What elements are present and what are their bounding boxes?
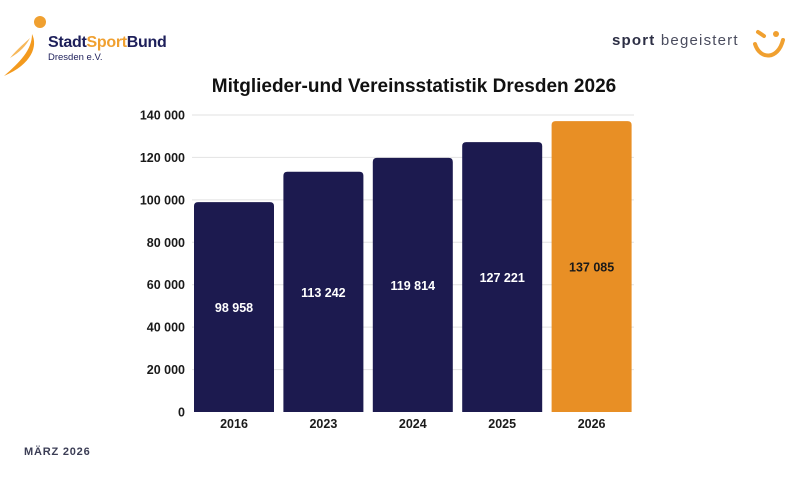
y-tick-label: 0: [178, 406, 185, 420]
x-tick-label: 2026: [578, 417, 606, 431]
bar: [372, 157, 453, 412]
x-tick-label: 2025: [488, 417, 516, 431]
bar: [551, 121, 632, 413]
brand-subline: Dresden e.V.: [48, 52, 103, 63]
bar: [194, 202, 274, 412]
x-tick-label: 2023: [309, 417, 337, 431]
runner-swoosh-icon: [4, 16, 46, 76]
brand-part-bund: Bund: [126, 34, 167, 51]
bar-value-label: 137 085: [569, 261, 614, 275]
slogan-bold: sport: [612, 32, 656, 49]
stadtsportbund-logo: StadtSportBund Dresden e.V.: [0, 10, 170, 80]
slogan-text: sport begeistert: [612, 32, 739, 49]
bar-value-label: 119 814: [391, 279, 436, 293]
brand-part-sport: Sport: [86, 34, 128, 51]
bar: [283, 171, 364, 412]
bar-value-label: 113 242: [301, 286, 346, 300]
brand-name: StadtSportBund: [48, 34, 167, 52]
y-tick-label: 20 000: [147, 363, 185, 377]
bar-value-label: 98 958: [215, 301, 253, 315]
date-label: MÄRZ 2026: [24, 446, 91, 458]
y-tick-label: 100 000: [140, 193, 185, 207]
y-tick-label: 80 000: [147, 236, 185, 250]
y-tick-label: 140 000: [140, 109, 185, 123]
bar: [462, 142, 543, 412]
brand-part-stadt: Stadt: [48, 34, 87, 51]
x-tick-label: 2024: [399, 417, 427, 431]
smiley-icon: [753, 30, 785, 58]
y-tick-label: 40 000: [147, 321, 185, 335]
chart-title: Mitglieder-und Vereinsstatistik Dresden …: [211, 76, 617, 97]
y-tick-label: 120 000: [140, 151, 185, 165]
x-tick-label: 2016: [220, 417, 248, 431]
y-tick-label: 60 000: [147, 278, 185, 292]
slogan-logo: sport begeistert: [612, 32, 739, 62]
slogan-rest: begeistert: [655, 32, 739, 49]
bar-value-label: 127 221: [480, 271, 525, 285]
